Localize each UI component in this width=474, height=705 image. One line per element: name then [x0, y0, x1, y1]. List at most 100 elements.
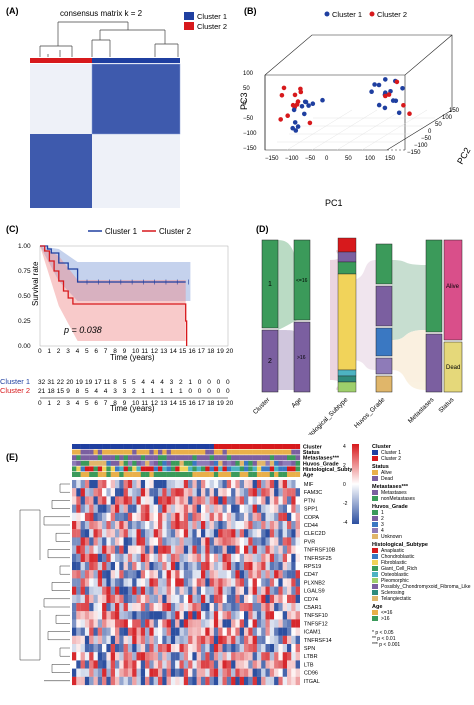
- heat-cell: [239, 676, 245, 686]
- heat-cell: [127, 594, 133, 604]
- heat-cell: [149, 652, 154, 661]
- heat-cell: [231, 635, 236, 645]
- heat-cell: [205, 553, 210, 563]
- heat-cell: [222, 603, 227, 612]
- heat-cell: [97, 594, 103, 604]
- heat-cell: [166, 660, 171, 669]
- annotation-cell: [192, 466, 197, 472]
- pca-point-cluster2: [401, 103, 406, 108]
- heat-cell: [119, 652, 124, 661]
- annotation-cell: [201, 466, 206, 472]
- heat-cell: [231, 529, 236, 538]
- heat-cell: [110, 570, 116, 579]
- annotation-cell: [153, 455, 159, 461]
- heat-cell: [196, 570, 202, 579]
- heat-cell: [269, 627, 275, 636]
- heat-cell: [209, 553, 214, 563]
- pc1-tick: −150: [265, 156, 279, 162]
- heat-cell: [291, 521, 296, 530]
- heat-cell: [213, 603, 219, 612]
- heat-cell: [153, 652, 159, 661]
- heat-cell: [106, 586, 111, 595]
- heat-cell: [127, 562, 133, 571]
- heat-cell: [153, 521, 159, 530]
- km-ytick: 0.00: [18, 343, 31, 350]
- annotation-cell: [282, 444, 288, 449]
- heat-cell: [244, 594, 249, 604]
- heat-cell: [222, 537, 227, 546]
- heat-cell: [231, 537, 236, 546]
- heat-cell: [140, 480, 146, 489]
- heat-cell: [244, 660, 249, 669]
- annotation-cell: [119, 472, 124, 477]
- risk-cell: 22: [57, 379, 65, 386]
- cluster-bar-1: [92, 58, 180, 63]
- heat-cell: [282, 652, 288, 661]
- legend-swatch: [372, 590, 378, 595]
- annotation-cell: [256, 444, 262, 449]
- colorbar-tick: 2: [343, 463, 346, 469]
- heat-cell: [179, 480, 184, 489]
- heat-cell: [170, 603, 176, 612]
- heat-cell: [282, 578, 288, 587]
- heat-cell: [209, 619, 214, 628]
- heat-cell: [222, 562, 227, 571]
- legend-item: Osteoblastic: [381, 572, 409, 578]
- annotation-cell: [244, 466, 249, 472]
- annotation-cell: [89, 449, 94, 455]
- annotation-cell: [110, 455, 116, 461]
- heat-cell: [145, 611, 150, 620]
- heat-cell: [183, 480, 189, 489]
- heat-cell: [183, 537, 189, 546]
- heat-cell: [127, 504, 133, 513]
- heat-cell: [115, 594, 120, 604]
- heat-cell: [115, 529, 120, 538]
- annotation-cell: [115, 466, 120, 472]
- heat-cell: [76, 627, 81, 636]
- heat-cell: [136, 562, 141, 571]
- annotation-cell: [196, 444, 202, 449]
- heat-cell: [248, 635, 253, 645]
- heat-cell: [136, 553, 141, 563]
- heat-cell: [127, 529, 133, 538]
- heat-cell: [209, 578, 214, 587]
- heat-cell: [97, 529, 103, 538]
- heat-cell: [145, 652, 150, 661]
- heat-cell: [295, 594, 300, 604]
- heat-cell: [175, 529, 180, 538]
- annotation-cell: [76, 444, 81, 449]
- heat-cell: [218, 660, 223, 669]
- pc2-tick: 50: [435, 122, 442, 128]
- annotation-cell: [287, 449, 292, 455]
- heat-cell: [274, 652, 279, 661]
- km-xtick: 0: [38, 348, 42, 355]
- annotation-cell: [248, 460, 253, 466]
- heat-cell: [239, 529, 245, 538]
- km-xtick: 11: [141, 348, 148, 355]
- pca-point-cluster2: [279, 93, 285, 98]
- annotation-cell: [205, 472, 210, 477]
- heat-cell: [205, 562, 210, 571]
- km-legend-cluster1: Cluster 1: [105, 227, 138, 236]
- km-xtick: 17: [198, 348, 206, 355]
- legend-swatch: [372, 522, 378, 527]
- heat-cell: [162, 594, 167, 604]
- heat-cell: [123, 496, 128, 505]
- heat-cell: [80, 529, 85, 538]
- heat-cell: [291, 545, 296, 554]
- heat-cell: [278, 570, 283, 579]
- heat-cell: [153, 553, 159, 563]
- heat-cell: [226, 553, 232, 563]
- annotation-cell: [158, 449, 163, 455]
- heat-cell: [256, 480, 262, 489]
- annotation-cell: [274, 455, 279, 461]
- heat-cell: [115, 480, 120, 489]
- heat-cell: [72, 537, 77, 546]
- heat-cell: [252, 676, 257, 686]
- heat-cell: [261, 480, 266, 489]
- heat-cell: [244, 676, 249, 686]
- heat-cell: [256, 644, 262, 653]
- annotation-cell: [265, 444, 270, 449]
- annotation-cell: [239, 449, 245, 455]
- heat-cell: [244, 521, 249, 530]
